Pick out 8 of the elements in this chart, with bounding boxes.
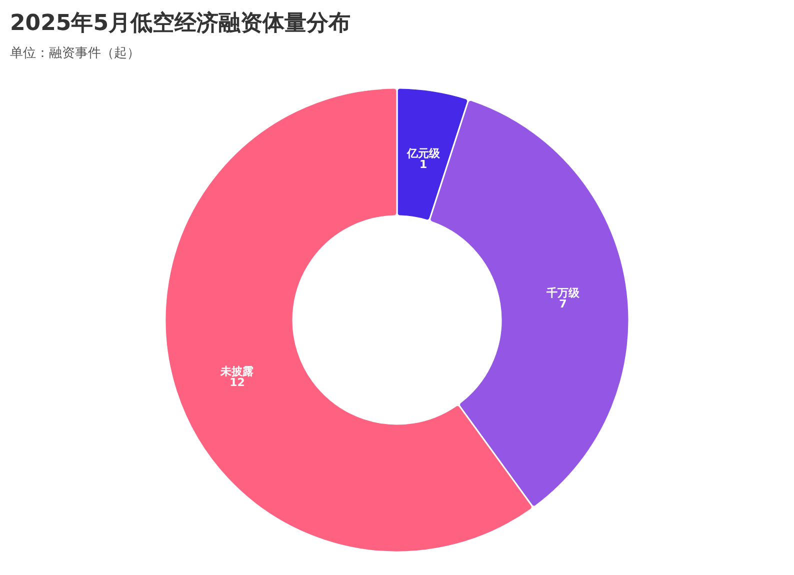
- slice-label: 千万级: [545, 286, 580, 300]
- slice-label: 亿元级: [406, 147, 441, 160]
- chart-title: 2025年5月低空经济融资体量分布: [10, 10, 351, 36]
- data-label: 12: [230, 376, 245, 389]
- data-label: 7: [559, 298, 567, 311]
- data-label: 1: [419, 158, 428, 172]
- slice-label: 未披露: [220, 364, 254, 378]
- chart-subtitle: 单位：融资事件（起）: [10, 46, 140, 61]
